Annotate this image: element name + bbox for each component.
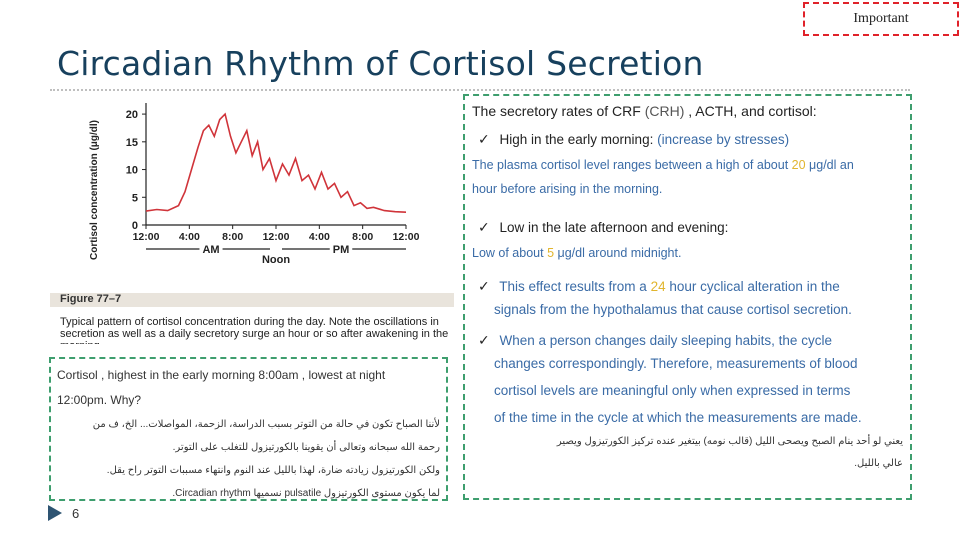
left-arabic-line-4: لما يكون مستوى الكورتيزول pulsatile نسمي…	[172, 488, 440, 499]
point-2: ✓ Low in the late afternoon and evening:	[472, 218, 903, 237]
left-note-line-2: 12:00pm. Why?	[57, 393, 142, 407]
figure-label-bar: Figure 77–7	[50, 293, 454, 307]
pm-label: PM	[333, 244, 350, 256]
detail-2-text-b: μg/dl around midnight.	[557, 246, 682, 260]
slide-number: 6	[72, 505, 80, 521]
detail-1-text-b: μg/dl an	[809, 158, 854, 172]
x-tick-label: 4:00	[309, 231, 330, 243]
slide-footer: 6	[48, 505, 79, 521]
right-arabic-line-2: عالي بالليل.	[854, 458, 903, 469]
x-tick-label: 12:00	[263, 231, 290, 243]
check-icon: ✓	[478, 131, 490, 147]
left-note-line-1: Cortisol , highest in the early morning …	[57, 368, 386, 382]
check-icon: ✓	[478, 278, 490, 294]
important-label: Important	[853, 11, 909, 26]
period-label-bg	[329, 244, 353, 256]
intro-line: The secretory rates of CRF (CRH) , ACTH,…	[472, 102, 903, 120]
figure-caption: Typical pattern of cortisol concentratio…	[60, 316, 449, 344]
y-tick-label: 20	[126, 109, 138, 121]
important-badge: Important	[803, 2, 959, 36]
y-tick-label: 0	[132, 220, 138, 232]
point-1-note: (increase by stresses)	[657, 132, 790, 147]
detail-2-value: 5	[547, 246, 555, 260]
noon-label: Noon	[262, 254, 290, 265]
am-label: AM	[202, 244, 219, 256]
figure-label: Figure 77–7	[60, 293, 122, 305]
right-arabic-line-1: يعني لو أحد ينام الصبح ويصحى الليل (قالب…	[556, 436, 903, 447]
x-tick-label: 8:00	[222, 231, 243, 243]
left-arabic-line-1: لأننا الصباح تكون في حالة من التوتر بسبب…	[92, 419, 440, 430]
cortisol-chart: Cortisol concentration (μg/dl) 0 5 10 15 20 1…	[89, 103, 420, 265]
left-arabic-line-3: ولكن الكورتيزول زيادته ضارة، لهذا بالليل…	[106, 465, 440, 476]
intro-text-b: (CRH)	[644, 103, 685, 119]
y-axis-label: Cortisol concentration (μg/dl)	[89, 120, 100, 260]
point-1: ✓ High in the early morning: (increase b…	[472, 130, 903, 149]
title-divider	[50, 89, 910, 91]
point-3-text-a: This effect results from a	[499, 279, 647, 294]
intro-text-a: The secretory rates of CRF	[472, 103, 641, 119]
point-4-line-3: cortisol levels are meaningful only when…	[494, 383, 851, 398]
point-3-text-b: hour cyclical alteration in the	[669, 279, 840, 294]
detail-2-text-a: Low of about	[472, 246, 544, 260]
period-label-bg	[199, 244, 223, 256]
detail-1-text-a: The plasma cortisol level ranges between…	[472, 158, 789, 172]
right-notes-box: The secretory rates of CRF (CRH) , ACTH,…	[463, 94, 912, 500]
x-tick-label: 8:00	[352, 231, 373, 243]
left-notes-box: Cortisol , highest in the early morning …	[49, 357, 448, 501]
x-tick-label: 4:00	[179, 231, 200, 243]
y-tick-label: 15	[126, 137, 138, 149]
point-4-line-1: When a person changes daily sleeping hab…	[499, 333, 832, 348]
figure-panel: Cortisol concentration (μg/dl) 0 5 10 15 20 1…	[50, 95, 456, 345]
point-4: ✓ When a person changes daily sleeping h…	[472, 331, 903, 350]
point-2-text: Low in the late afternoon and evening:	[499, 220, 729, 235]
detail-1-value: 20	[791, 158, 806, 172]
point-3: ✓ This effect results from a 24 hour cyc…	[472, 277, 903, 296]
point-4-line-4: of the time in the cycle at which the me…	[494, 410, 862, 425]
x-tick-label: 12:00	[393, 231, 420, 243]
slide-title: Circadian Rhythm of Cortisol Secretion	[57, 44, 704, 83]
point-1-detail-2: hour before arising in the morning.	[472, 182, 663, 196]
play-icon[interactable]	[48, 505, 62, 521]
point-3-value: 24	[650, 279, 666, 294]
point-1-text: High in the early morning:	[499, 132, 654, 147]
point-3-line-2: signals from the hypothalamus that cause…	[494, 302, 852, 317]
y-tick-label: 5	[132, 192, 138, 204]
point-1-detail-1: The plasma cortisol level ranges between…	[472, 153, 903, 177]
point-4-line-2: changes correspondingly. Therefore, meas…	[494, 356, 858, 371]
check-icon: ✓	[478, 332, 490, 348]
left-arabic-line-2: رحمة الله سبحانه وتعالى أن يقوينا بالكور…	[172, 442, 440, 453]
intro-text-c: , ACTH, and cortisol:	[688, 103, 817, 119]
y-tick-label: 10	[126, 165, 138, 177]
check-icon: ✓	[478, 219, 490, 235]
x-tick-label: 12:00	[133, 231, 160, 243]
point-2-detail: Low of about 5 μg/dl around midnight.	[472, 241, 903, 265]
cortisol-curve	[145, 112, 407, 213]
